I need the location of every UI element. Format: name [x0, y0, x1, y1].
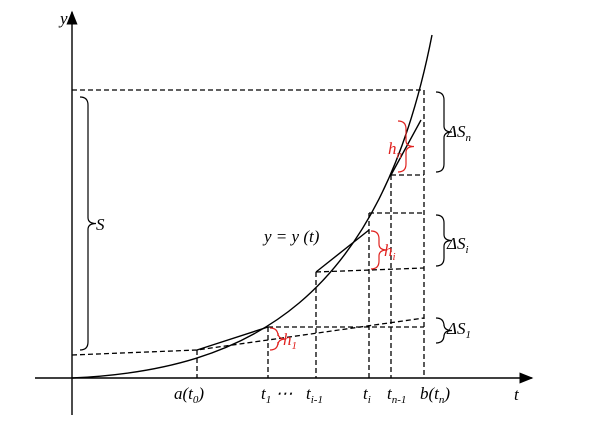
y-axis-label: y — [58, 9, 68, 28]
increment-label-sub: i — [465, 244, 468, 256]
height-label-sub: 1 — [292, 340, 298, 352]
increment-label: ΔS1 — [446, 319, 471, 341]
brace-s — [79, 96, 97, 351]
increment-label: ΔSi — [446, 234, 469, 256]
height-label-base: h — [384, 241, 393, 260]
tick-label-base: t — [387, 384, 393, 403]
brace-h — [370, 230, 388, 270]
tick-label: t1 ⋯ — [261, 384, 292, 406]
secants — [196, 119, 422, 351]
brace-h — [397, 120, 415, 173]
tick-label-sub: 1 — [266, 394, 272, 406]
tick-label-tail: ) — [443, 384, 450, 403]
tick-label: ti — [363, 384, 371, 406]
t-axis-label: t — [514, 385, 520, 404]
height-label-base: h — [283, 330, 292, 349]
tick-label-base: t — [363, 384, 369, 403]
height-label: h1 — [283, 330, 297, 352]
increment-label-base: ΔS — [446, 122, 466, 141]
increment-label-sub: 1 — [465, 329, 471, 341]
tick-label-sub: n-1 — [392, 394, 407, 406]
tick-label: ti-1 — [306, 384, 323, 406]
height-label-base: h — [388, 139, 397, 158]
tick-label-sub: 0 — [193, 394, 199, 406]
brace-delta — [435, 317, 453, 344]
tick-label-base: t — [261, 384, 267, 403]
height-label: hn — [388, 139, 403, 161]
tick-label-sub: i — [368, 394, 371, 406]
height-label-sub: i — [393, 251, 396, 263]
tick-label-sub: n — [439, 394, 445, 406]
brace-h — [269, 327, 287, 351]
tick-label-base: t — [306, 384, 312, 403]
curve — [71, 34, 433, 379]
curve-label: y = y (t) — [262, 227, 320, 246]
increment-label-sub: n — [465, 132, 471, 144]
tick-label: a(t0) — [174, 384, 204, 406]
tick-label-tail: ⋯ — [271, 384, 292, 403]
tick-label-base: b(t — [420, 384, 440, 403]
increment-label: ΔSn — [446, 122, 471, 144]
increment-label-base: ΔS — [446, 234, 466, 253]
tick-label-base: a(t — [174, 384, 194, 403]
tick-label: b(tn) — [420, 384, 450, 406]
height-label: hi — [384, 241, 396, 263]
dashed-lines — [71, 89, 425, 378]
brace-delta — [435, 91, 453, 173]
total-label: S — [96, 215, 105, 234]
tick-label-tail: ) — [197, 384, 204, 403]
brace-delta — [435, 214, 453, 267]
increment-label-base: ΔS — [446, 319, 466, 338]
height-label-sub: n — [397, 149, 403, 161]
tick-label-sub: i-1 — [311, 394, 323, 406]
braces — [79, 91, 453, 351]
tick-label: tn-1 — [387, 384, 406, 406]
